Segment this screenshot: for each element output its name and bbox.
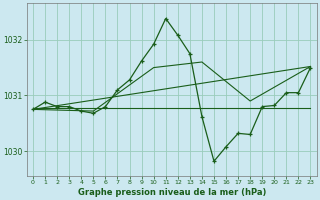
X-axis label: Graphe pression niveau de la mer (hPa): Graphe pression niveau de la mer (hPa) (77, 188, 266, 197)
